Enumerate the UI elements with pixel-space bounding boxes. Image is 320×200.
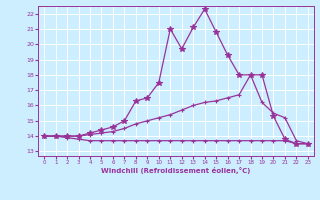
X-axis label: Windchill (Refroidissement éolien,°C): Windchill (Refroidissement éolien,°C) <box>101 167 251 174</box>
